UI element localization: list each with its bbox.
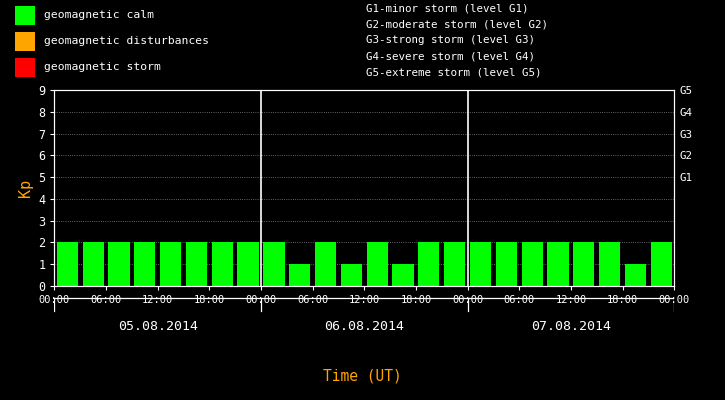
- Bar: [599, 242, 621, 286]
- Bar: [186, 242, 207, 286]
- Text: G4-severe storm (level G4): G4-severe storm (level G4): [366, 51, 535, 61]
- Bar: [625, 264, 646, 286]
- Bar: [263, 242, 284, 286]
- Bar: [108, 242, 130, 286]
- Bar: [14, 6, 35, 25]
- Text: 06.08.2014: 06.08.2014: [324, 320, 405, 333]
- Bar: [212, 242, 233, 286]
- Text: G1-minor storm (level G1): G1-minor storm (level G1): [366, 4, 529, 14]
- Bar: [496, 242, 517, 286]
- Text: G3-strong storm (level G3): G3-strong storm (level G3): [366, 36, 535, 46]
- Bar: [289, 264, 310, 286]
- Bar: [14, 58, 35, 76]
- Bar: [315, 242, 336, 286]
- Text: geomagnetic disturbances: geomagnetic disturbances: [44, 36, 209, 46]
- Text: G5-extreme storm (level G5): G5-extreme storm (level G5): [366, 67, 542, 77]
- Bar: [160, 242, 181, 286]
- Text: geomagnetic storm: geomagnetic storm: [44, 62, 160, 72]
- Bar: [547, 242, 568, 286]
- Text: G2-moderate storm (level G2): G2-moderate storm (level G2): [366, 20, 548, 30]
- Text: Time (UT): Time (UT): [323, 368, 402, 384]
- Bar: [341, 264, 362, 286]
- Bar: [470, 242, 491, 286]
- Bar: [83, 242, 104, 286]
- Bar: [651, 242, 672, 286]
- Y-axis label: Kp: Kp: [17, 179, 33, 197]
- Bar: [238, 242, 259, 286]
- Bar: [134, 242, 155, 286]
- Bar: [444, 242, 465, 286]
- Bar: [573, 242, 594, 286]
- Text: geomagnetic calm: geomagnetic calm: [44, 10, 154, 20]
- Text: 07.08.2014: 07.08.2014: [531, 320, 611, 333]
- Bar: [14, 32, 35, 51]
- Bar: [418, 242, 439, 286]
- Bar: [57, 242, 78, 286]
- Bar: [367, 242, 388, 286]
- Bar: [392, 264, 414, 286]
- Text: 05.08.2014: 05.08.2014: [117, 320, 198, 333]
- Bar: [521, 242, 543, 286]
